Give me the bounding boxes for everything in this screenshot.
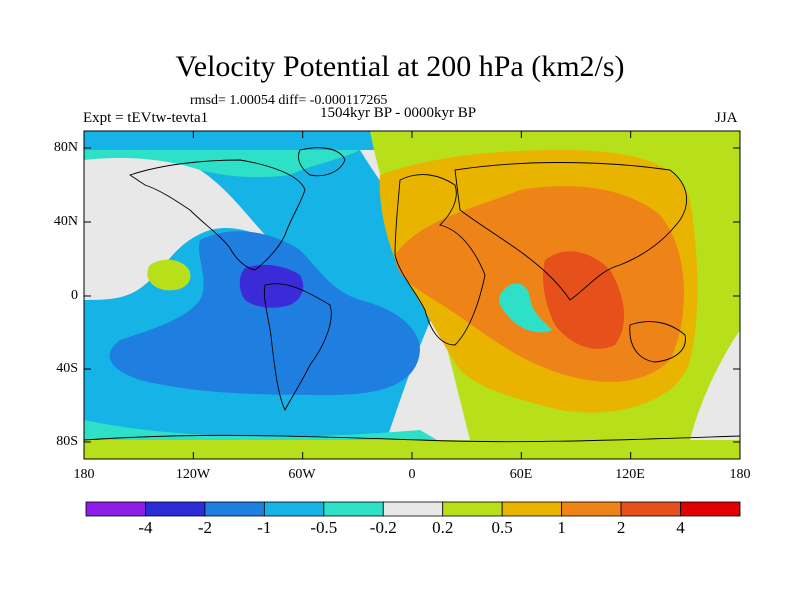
lon-label-60e: 60E [509, 467, 533, 482]
colorbar-label: 0.2 [432, 518, 454, 537]
season-label: JJA [715, 110, 738, 126]
colorbar-swatch [680, 501, 741, 517]
coast-europe-africa [394, 174, 486, 346]
colorbar-label: -0.5 [310, 518, 338, 537]
field-neg2 [109, 231, 420, 395]
field-neg05-north [84, 150, 360, 178]
colorbar-label: -1 [257, 518, 272, 537]
field-pos02-west [147, 259, 191, 291]
colorbar-swatch [442, 501, 503, 517]
colorbar-label: -2 [197, 518, 212, 537]
colorbar-label: 2 [616, 518, 626, 537]
lon-label-120e: 120E [615, 467, 645, 482]
colorbar-label: 0.5 [491, 518, 513, 537]
coastlines [84, 147, 740, 443]
coast-antarctica [84, 434, 740, 443]
lat-label-40s: 40S [56, 361, 78, 376]
stats-line: rmsd= 1.00054 diff= -0.000117265 [190, 93, 388, 108]
coast-north-america [128, 159, 306, 271]
lat-label-80s: 80S [56, 434, 78, 449]
field-cyan-island [499, 283, 552, 333]
colorbar-label: -0.2 [369, 518, 397, 537]
plot-title: Velocity Potential at 200 hPa (km2/s) [175, 50, 625, 83]
colorbar-label: 1 [557, 518, 566, 537]
colorbar [85, 501, 741, 517]
colorbar-swatch [382, 501, 444, 517]
colorbar-label: -4 [138, 518, 153, 537]
colorbar-swatch [85, 501, 146, 517]
colorbar-swatch [323, 501, 384, 517]
lon-label-60w: 60W [288, 467, 316, 482]
field-pos2 [543, 251, 625, 349]
field-deep-neg [239, 264, 304, 308]
colorbar-swatch [145, 501, 206, 517]
field-neutral-west [84, 153, 270, 300]
coast-greenland [298, 147, 346, 177]
period-label: 1504kyr BP - 0000kyr BP [320, 105, 477, 121]
lat-label-0: 0 [71, 288, 78, 303]
lon-label-180w: 180 [73, 467, 95, 482]
coast-asia [454, 162, 687, 301]
colorbar-swatch [561, 501, 622, 517]
lon-label-180e: 180 [729, 467, 751, 482]
lat-label-40n: 40N [53, 214, 78, 229]
axis-ticks [83, 131, 741, 459]
colorbar-swatch [620, 501, 681, 517]
field-pos02-south [84, 440, 740, 459]
colorbar-swatch [501, 501, 563, 517]
contour-field [84, 131, 740, 459]
colorbar-swatch [204, 501, 265, 517]
lat-label-80n: 80N [53, 140, 78, 155]
coast-australia [629, 321, 686, 363]
experiment-label: Expt = tEVtw-tevta1 [83, 110, 209, 126]
coast-south-america [263, 283, 332, 412]
lon-label-0: 0 [408, 467, 416, 482]
colorbar-swatch [263, 501, 325, 517]
lon-label-120w: 120W [175, 467, 211, 482]
colorbar-label: 4 [676, 518, 685, 537]
